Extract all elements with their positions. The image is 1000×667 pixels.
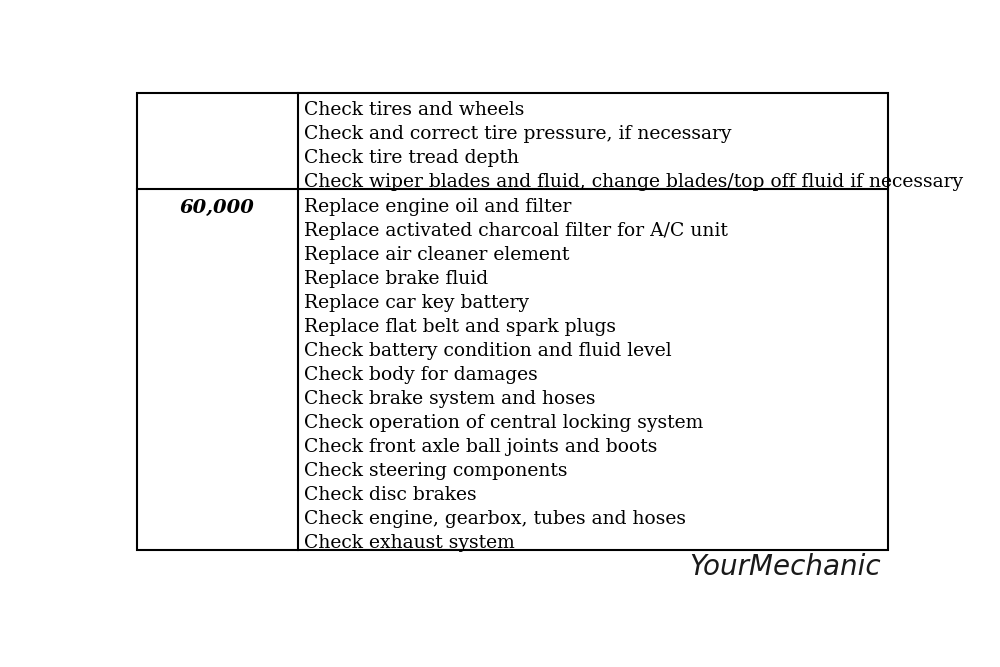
Text: Check steering components: Check steering components xyxy=(304,462,568,480)
Text: Check brake system and hoses: Check brake system and hoses xyxy=(304,390,596,408)
Text: Check and correct tire pressure, if necessary: Check and correct tire pressure, if nece… xyxy=(304,125,732,143)
Text: Check exhaust system: Check exhaust system xyxy=(304,534,515,552)
Bar xyxy=(137,93,888,550)
Text: Replace engine oil and filter: Replace engine oil and filter xyxy=(304,197,572,215)
Text: Replace activated charcoal filter for A/C unit: Replace activated charcoal filter for A/… xyxy=(304,221,728,239)
Text: Check disc brakes: Check disc brakes xyxy=(304,486,477,504)
Text: Replace brake fluid: Replace brake fluid xyxy=(304,269,489,287)
Text: Replace air cleaner element: Replace air cleaner element xyxy=(304,245,570,263)
Text: Check operation of central locking system: Check operation of central locking syste… xyxy=(304,414,704,432)
Text: Check engine, gearbox, tubes and hoses: Check engine, gearbox, tubes and hoses xyxy=(304,510,686,528)
Text: Check body for damages: Check body for damages xyxy=(304,366,538,384)
Text: Replace car key battery: Replace car key battery xyxy=(304,293,529,311)
Text: Check wiper blades and fluid, change blades/top off fluid if necessary: Check wiper blades and fluid, change bla… xyxy=(304,173,964,191)
Text: Check tire tread depth: Check tire tread depth xyxy=(304,149,519,167)
Text: Check battery condition and fluid level: Check battery condition and fluid level xyxy=(304,342,672,360)
Text: YourMechanic: YourMechanic xyxy=(689,553,881,581)
Text: Check front axle ball joints and boots: Check front axle ball joints and boots xyxy=(304,438,658,456)
Text: 60,000: 60,000 xyxy=(180,199,255,217)
Text: Check tires and wheels: Check tires and wheels xyxy=(304,101,525,119)
Text: Replace flat belt and spark plugs: Replace flat belt and spark plugs xyxy=(304,317,616,336)
